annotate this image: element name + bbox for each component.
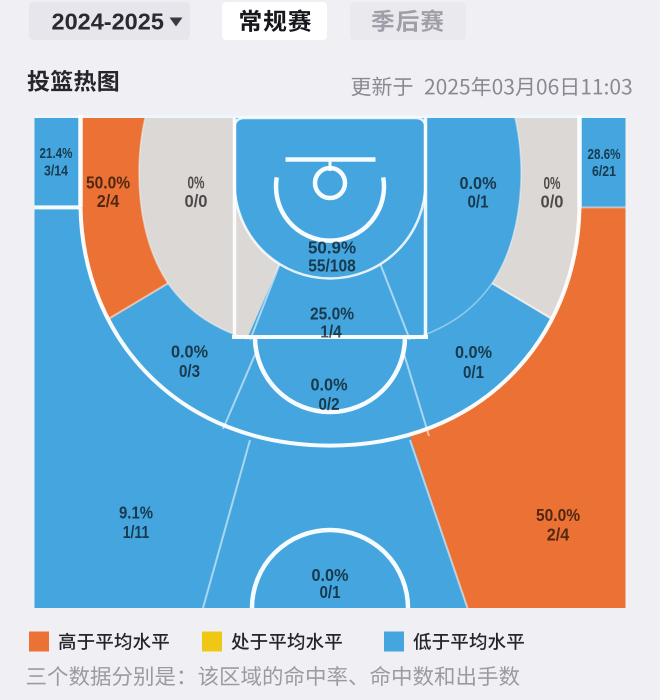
svg-text:0.0%: 0.0% [455, 342, 492, 362]
svg-text:28.6%: 28.6% [588, 146, 621, 163]
svg-text:0/1: 0/1 [320, 582, 341, 602]
svg-text:1/4: 1/4 [320, 321, 342, 341]
svg-text:2/4: 2/4 [547, 524, 570, 544]
svg-text:0/1: 0/1 [463, 362, 484, 382]
svg-text:6/21: 6/21 [592, 163, 616, 180]
svg-text:0/3: 0/3 [179, 361, 200, 381]
svg-text:9.1%: 9.1% [119, 502, 153, 522]
svg-text:0/0: 0/0 [541, 191, 564, 211]
svg-text:1/11: 1/11 [123, 522, 150, 542]
svg-text:0%: 0% [188, 173, 205, 193]
svg-text:55/108: 55/108 [308, 255, 356, 275]
svg-text:0/2: 0/2 [319, 394, 340, 414]
svg-text:0.0%: 0.0% [171, 341, 208, 361]
svg-text:0/1: 0/1 [468, 191, 489, 211]
svg-text:0.0%: 0.0% [460, 173, 497, 193]
svg-text:2024-2025: 2024-2025 [52, 9, 164, 35]
svg-text:50.9%: 50.9% [308, 237, 356, 257]
svg-text:3/14: 3/14 [44, 162, 69, 179]
svg-text:0.0%: 0.0% [312, 565, 349, 585]
svg-text:50.0%: 50.0% [86, 173, 130, 193]
svg-text:0.0%: 0.0% [311, 375, 348, 395]
svg-text:21.4%: 21.4% [40, 145, 73, 162]
svg-text:0%: 0% [544, 173, 561, 193]
svg-text:50.0%: 50.0% [536, 505, 580, 525]
svg-text:25.0%: 25.0% [310, 303, 354, 323]
svg-text:2/4: 2/4 [97, 191, 120, 211]
svg-text:0/0: 0/0 [185, 191, 208, 211]
